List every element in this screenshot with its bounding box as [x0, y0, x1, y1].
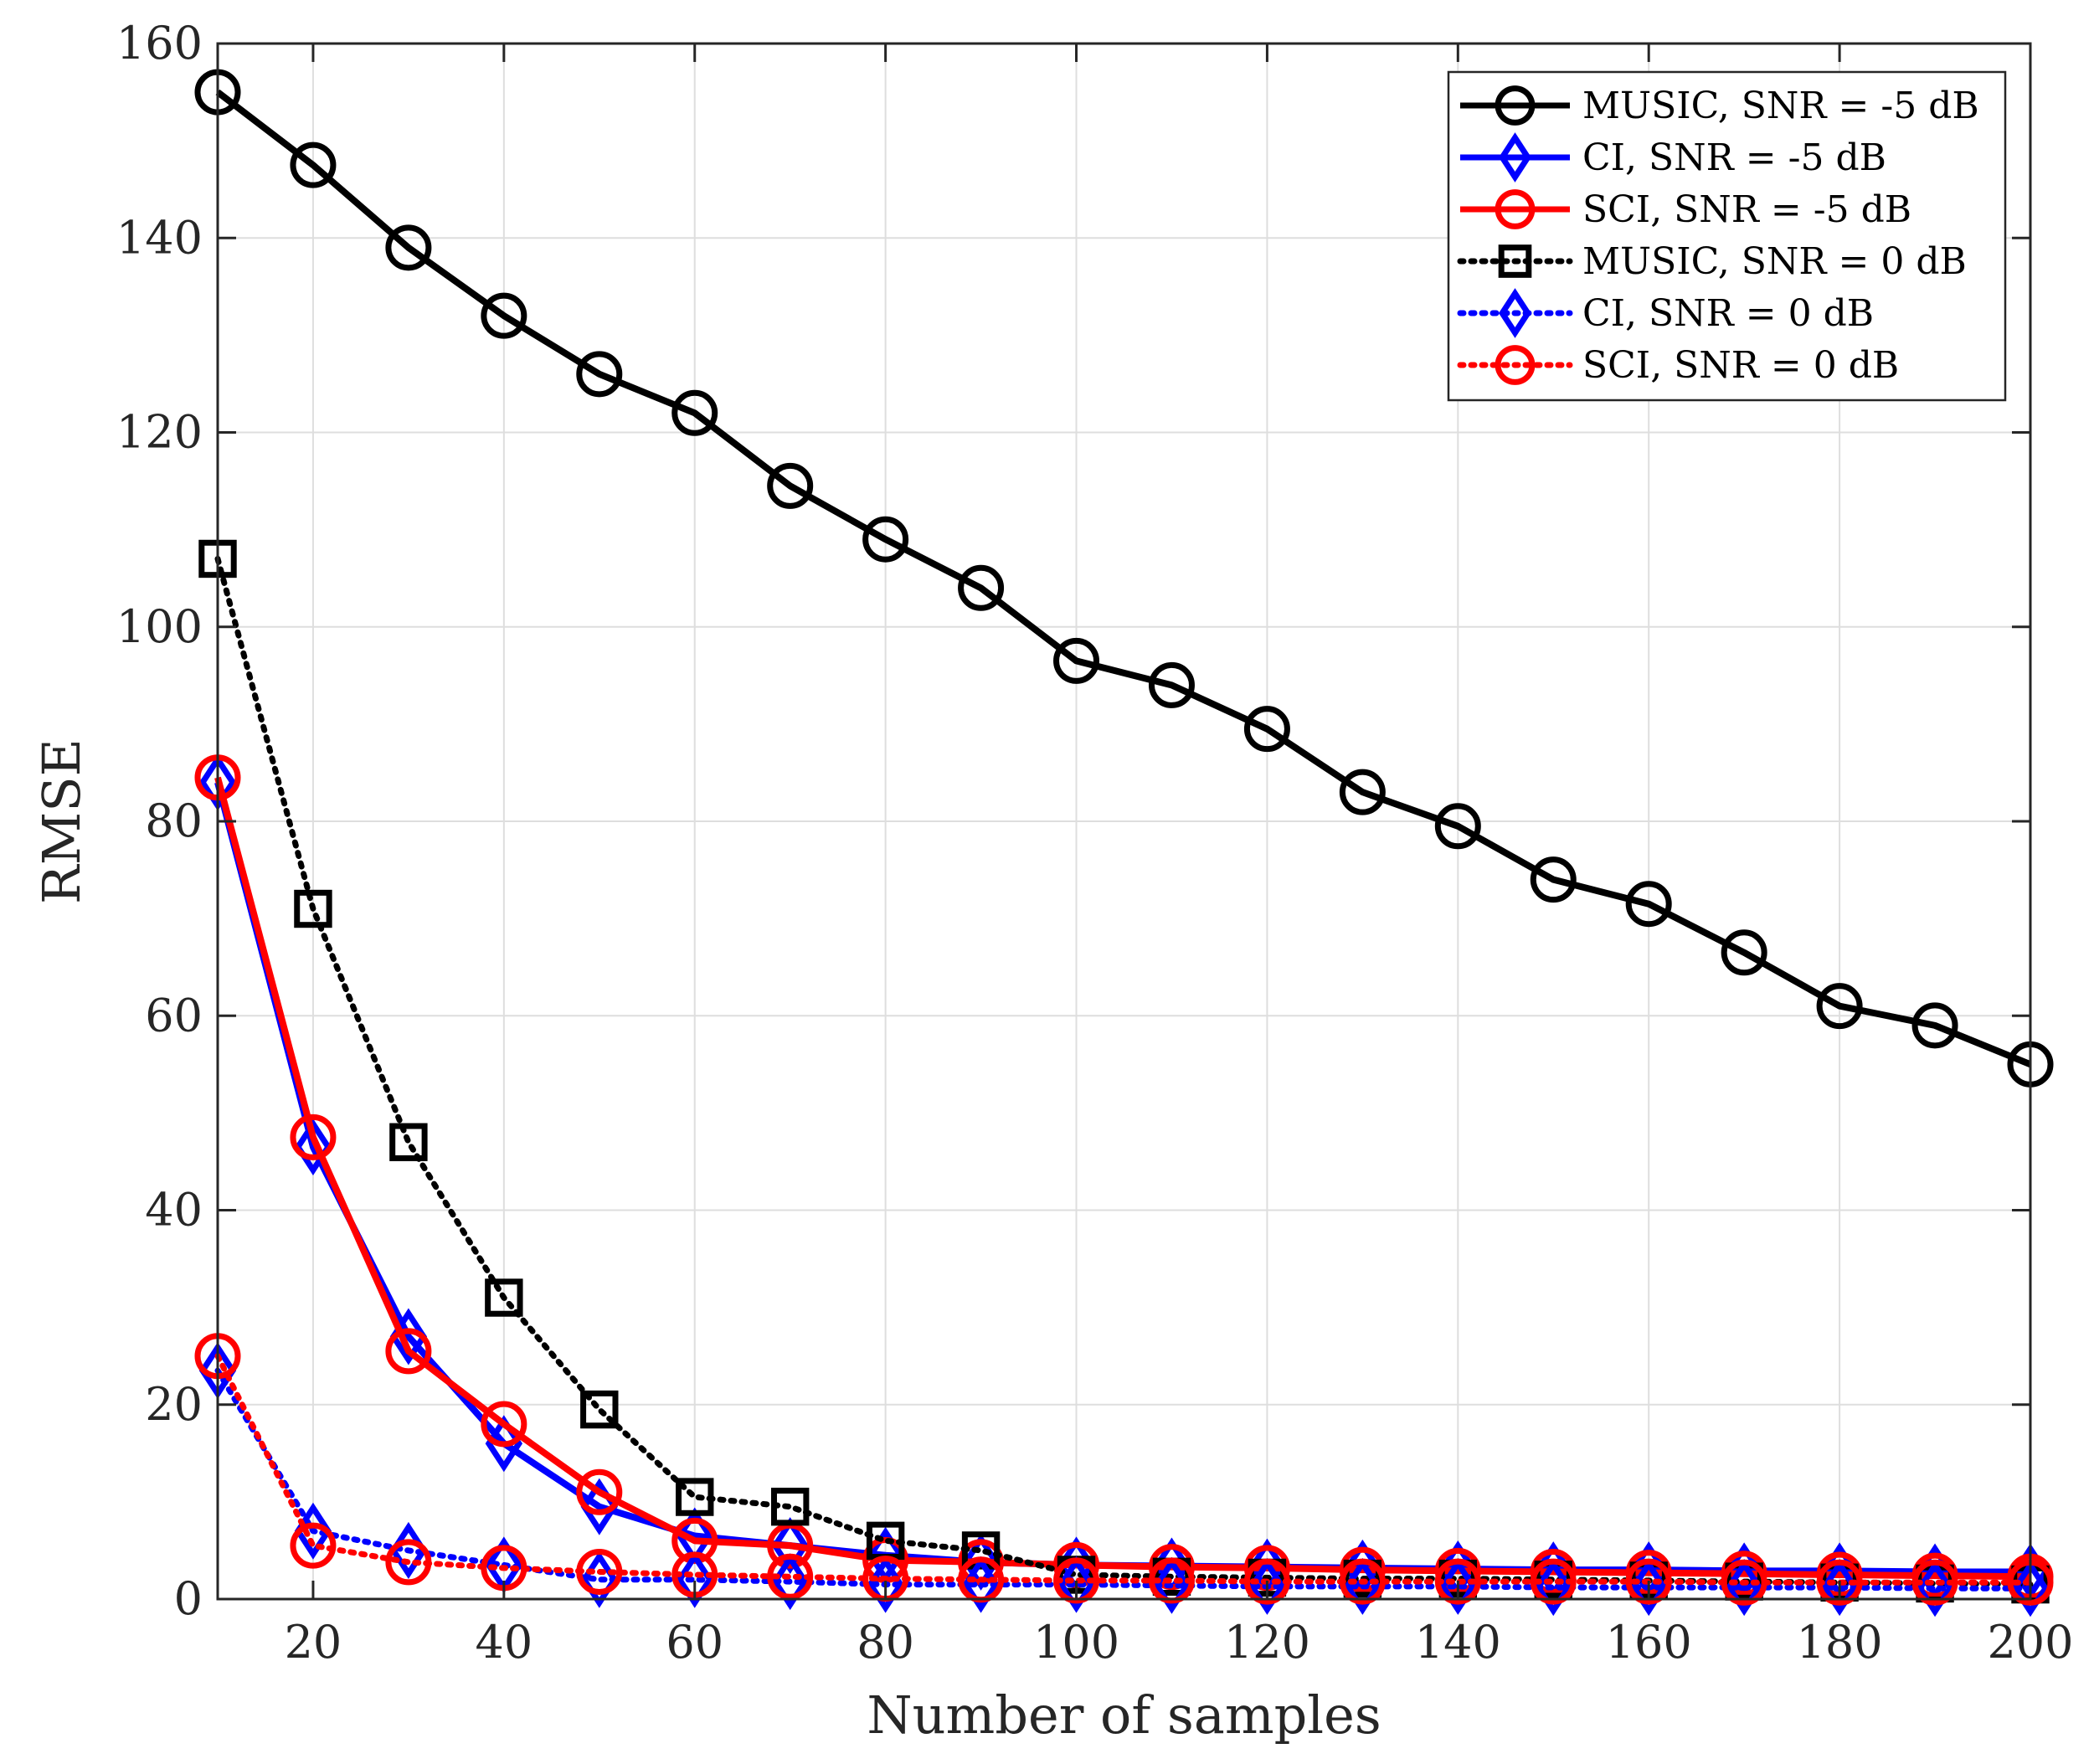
data-point [576, 1468, 623, 1515]
data-point [294, 889, 332, 928]
x-tick-label: 80 [857, 1616, 914, 1669]
series-1 [194, 69, 2054, 1088]
data-point [481, 292, 527, 339]
data-point [767, 1553, 814, 1600]
y-tick-label: 80 [145, 795, 203, 847]
data-point [1439, 1557, 1477, 1615]
data-point [1625, 1558, 1672, 1605]
data-point [485, 1415, 523, 1473]
data-point [1243, 706, 1290, 753]
data-point [1530, 1558, 1577, 1605]
axis-ticks: 20 40 60 80 100 120 140 160 180 200 0 20 40 60 80 100 12… [116, 17, 2074, 1669]
data-point [1816, 983, 1863, 1030]
data-point [676, 1478, 714, 1516]
y-tick-label: 20 [145, 1378, 203, 1431]
x-axis-label: Number of samples [867, 1684, 1381, 1746]
y-tick-label: 120 [116, 406, 203, 459]
data-point [294, 1119, 332, 1176]
x-tick-label: 20 [285, 1616, 342, 1669]
data-point [385, 224, 432, 271]
y-tick-label: 160 [116, 17, 203, 69]
data-point [862, 516, 909, 563]
data-point [1053, 1557, 1100, 1604]
data-point [290, 1522, 337, 1569]
legend-marker [1495, 345, 1536, 385]
data-point [958, 564, 1005, 611]
data-point [671, 389, 718, 436]
legend-box [1447, 70, 2007, 402]
legend-marker [1495, 85, 1536, 126]
data-point [385, 1328, 432, 1375]
data-point [1339, 1558, 1386, 1605]
x-tick-label: 180 [1797, 1616, 1883, 1669]
data-point [1911, 1002, 1958, 1049]
series-line [214, 1353, 2034, 1586]
data-point [1625, 881, 1672, 928]
legend-marker [1499, 288, 1531, 338]
data-point [767, 462, 814, 509]
data-point [1916, 1560, 1954, 1617]
data-point [1535, 1559, 1572, 1617]
data-point [576, 351, 623, 398]
legend: MUSIC, SNR = -5 dB CI, SNR = -5 dB SCI, SN… [1447, 70, 2007, 402]
data-point [290, 1113, 337, 1160]
x-tick-label: 120 [1224, 1616, 1310, 1669]
data-point [576, 1548, 623, 1595]
data-point [1434, 803, 1481, 850]
data-point [1721, 1559, 1767, 1606]
legend-label: SCI, SNR = -5 dB [1582, 188, 1911, 231]
data-point [485, 1278, 523, 1317]
legend-label: CI, SNR = -5 dB [1582, 136, 1886, 179]
x-tick-label: 140 [1415, 1616, 1501, 1669]
data-point [290, 141, 337, 188]
data-point [389, 1123, 428, 1161]
data-point [1816, 1559, 1863, 1606]
data-point [1243, 1558, 1290, 1605]
legend-label: MUSIC, SNR = -5 dB [1582, 85, 1979, 127]
data-point [1148, 661, 1195, 708]
data-point [771, 1553, 809, 1611]
data-point [1153, 1556, 1191, 1614]
legend-marker [1498, 244, 1532, 278]
x-tick-label: 40 [475, 1616, 533, 1669]
data-point [1530, 856, 1577, 903]
x-tick-label: 200 [1987, 1616, 2073, 1669]
data-point [1339, 769, 1386, 815]
data-point [770, 1487, 810, 1526]
legend-marker [1499, 132, 1531, 183]
legend-label: SCI, SNR = 0 dB [1582, 344, 1899, 387]
data-point [1339, 1546, 1386, 1593]
x-tick-label: 160 [1606, 1616, 1692, 1669]
legend-marker [1495, 189, 1536, 229]
y-tick-label: 60 [145, 989, 203, 1041]
data-point [676, 1551, 713, 1608]
data-point [1053, 637, 1100, 684]
y-tick-label: 140 [116, 211, 203, 264]
y-tick-label: 40 [145, 1184, 203, 1237]
data-point [771, 1517, 809, 1575]
data-point [1721, 929, 1767, 976]
data-point [1911, 1559, 1958, 1606]
data-point [1148, 1557, 1195, 1604]
data-point [1057, 1556, 1095, 1613]
legend-label: CI, SNR = 0 dB [1582, 292, 1874, 335]
data-point [385, 1539, 432, 1586]
data-point [580, 1390, 619, 1429]
y-tick-label: 0 [174, 1572, 203, 1625]
legend-label: MUSIC, SNR = 0 dB [1582, 240, 1967, 283]
x-tick-label: 60 [666, 1616, 723, 1669]
y-tick-label: 100 [116, 600, 203, 653]
data-point [1434, 1558, 1481, 1605]
y-axis-label: RMSE [31, 738, 92, 904]
x-tick-label: 100 [1033, 1616, 1119, 1669]
data-point [481, 1401, 527, 1448]
